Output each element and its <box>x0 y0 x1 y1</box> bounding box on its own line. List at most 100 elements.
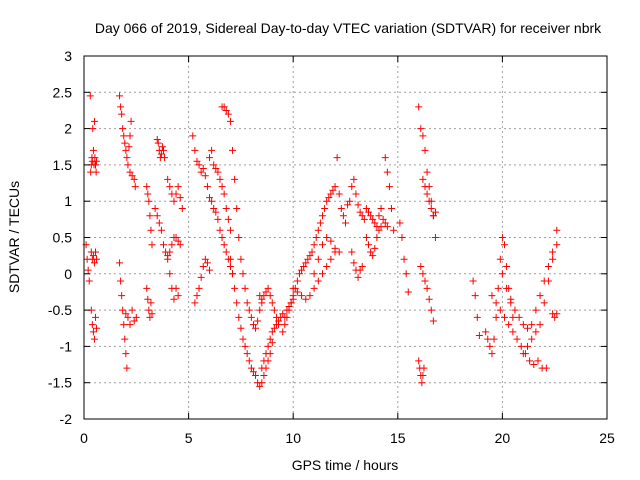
data-point <box>201 255 209 263</box>
data-point <box>168 241 176 249</box>
data-point <box>551 313 559 321</box>
data-point <box>344 201 352 209</box>
series-arc-19 <box>226 255 276 390</box>
data-point <box>417 125 425 133</box>
data-point <box>126 321 134 329</box>
data-point <box>222 204 230 212</box>
data-point <box>148 310 156 318</box>
data-point <box>123 364 131 372</box>
data-point <box>191 146 199 154</box>
data-point <box>536 292 544 300</box>
data-point <box>153 212 161 220</box>
data-point <box>247 364 255 372</box>
x-tick-label: 25 <box>599 430 615 446</box>
data-point <box>431 208 439 216</box>
data-point <box>544 263 552 271</box>
series-arc-25 <box>333 154 391 231</box>
data-point <box>131 183 139 191</box>
series-arc-13 <box>164 175 186 212</box>
data-point <box>532 328 540 336</box>
data-point <box>549 255 557 263</box>
data-point <box>226 255 234 263</box>
data-point <box>515 313 523 321</box>
data-point <box>469 277 477 285</box>
data-point <box>381 154 389 162</box>
data-point <box>262 350 270 358</box>
data-point <box>415 357 423 365</box>
data-point <box>231 284 239 292</box>
data-point <box>159 146 167 154</box>
data-point <box>360 215 368 223</box>
data-point <box>199 263 207 271</box>
data-point <box>281 321 289 329</box>
data-point <box>350 175 358 183</box>
data-point <box>130 175 138 183</box>
data-point <box>191 299 199 307</box>
data-point <box>473 313 481 321</box>
data-point <box>549 248 557 256</box>
series-arc-08 <box>126 168 139 191</box>
series-arc-03 <box>87 248 101 267</box>
data-point <box>224 110 232 118</box>
data-point <box>494 284 502 292</box>
data-point <box>197 168 205 176</box>
data-point <box>92 248 100 256</box>
series-arc-02 <box>86 92 101 176</box>
data-point <box>365 241 373 249</box>
data-point <box>369 252 377 260</box>
data-point <box>89 328 97 336</box>
data-point <box>266 335 274 343</box>
data-point <box>379 215 387 223</box>
data-point <box>132 313 140 321</box>
series-arc-04 <box>87 306 101 343</box>
data-point <box>536 321 544 329</box>
data-point <box>270 306 278 314</box>
data-point <box>421 183 429 191</box>
data-point <box>275 321 283 329</box>
data-point <box>419 175 427 183</box>
data-point <box>212 165 220 173</box>
data-point <box>540 299 548 307</box>
data-point <box>245 357 253 365</box>
data-point <box>323 234 331 241</box>
data-point <box>153 135 161 143</box>
data-point <box>505 321 513 329</box>
series-arc-28 <box>381 154 398 234</box>
data-point <box>371 244 379 252</box>
x-tick-label: 0 <box>80 430 88 446</box>
data-point <box>365 208 373 216</box>
data-point <box>542 364 550 372</box>
series-arc-15 <box>189 132 237 278</box>
data-point <box>486 342 494 350</box>
data-point <box>224 215 232 223</box>
data-point <box>484 335 492 343</box>
data-point <box>233 299 241 307</box>
series-arc-36 <box>488 292 550 372</box>
series-arc-10 <box>143 284 156 321</box>
data-point <box>157 150 165 158</box>
data-point <box>118 292 126 300</box>
axis-ticks <box>83 55 608 420</box>
data-point <box>285 306 293 314</box>
data-point <box>229 270 237 278</box>
data-point <box>342 219 349 227</box>
data-point <box>121 139 129 147</box>
data-point <box>256 306 264 314</box>
data-point <box>235 234 243 241</box>
data-point <box>122 350 130 358</box>
data-point <box>318 241 326 249</box>
data-point <box>93 157 101 165</box>
data-point <box>128 306 136 314</box>
data-point <box>367 212 375 220</box>
y-tick-label: 0.5 <box>53 230 73 246</box>
data-point <box>151 204 159 212</box>
data-point <box>323 263 331 271</box>
series-arc-37 <box>498 226 561 332</box>
data-point <box>92 161 100 169</box>
data-point <box>346 197 354 205</box>
data-point <box>247 313 255 321</box>
data-point <box>418 379 426 387</box>
data-point <box>126 168 134 176</box>
data-point <box>89 146 97 154</box>
data-point <box>306 292 314 300</box>
